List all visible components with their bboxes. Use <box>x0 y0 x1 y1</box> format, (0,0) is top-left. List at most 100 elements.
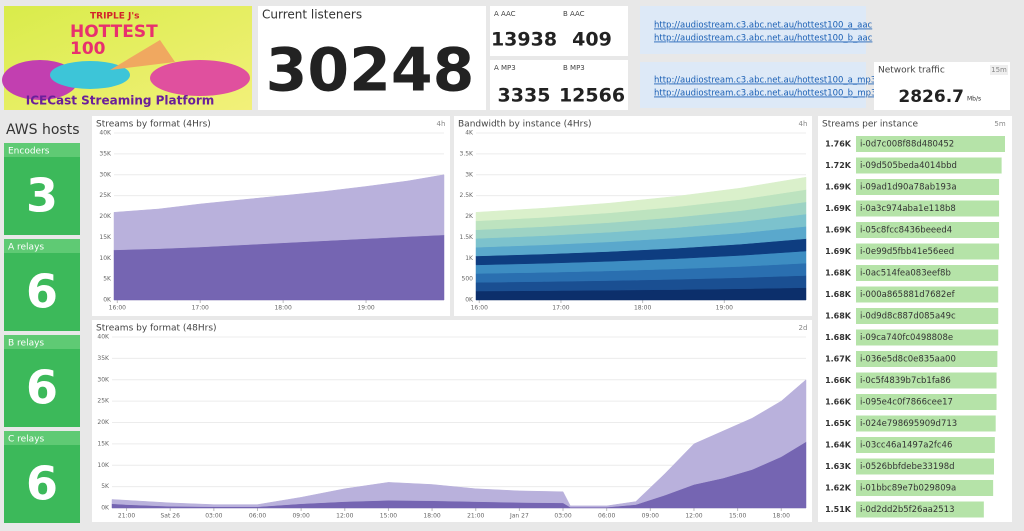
y-tick-label: 3K <box>465 171 474 178</box>
area-series <box>475 176 807 222</box>
instance-bar <box>856 372 997 389</box>
instance-value: 1.62K <box>825 484 852 493</box>
x-tick-label: 03:00 <box>554 513 571 520</box>
y-tick-label: 2K <box>465 213 474 220</box>
x-tick-label: 06:00 <box>598 513 615 520</box>
y-tick-label: 4K <box>465 130 474 137</box>
instance-bar <box>856 437 995 453</box>
format-label: A AAC <box>494 10 516 18</box>
instance-bar <box>856 136 1005 152</box>
y-tick-label: 40K <box>99 130 112 137</box>
blob <box>50 61 130 89</box>
instance-bar <box>856 286 999 303</box>
instance-value: 1.63K <box>825 462 852 471</box>
instance-name: i-036e5d8c0e835aa00 <box>860 355 956 365</box>
host-value: 6 <box>26 457 58 511</box>
network-unit: Mb/s <box>967 96 981 103</box>
instance-name: i-0a3c974aba1e118b8 <box>860 204 956 214</box>
x-tick-label: 18:00 <box>634 305 651 312</box>
y-tick-label: 2.5K <box>460 192 475 199</box>
format-label: B AAC <box>563 10 585 18</box>
x-tick-label: 21:00 <box>467 513 484 520</box>
badge: 2d <box>799 324 808 332</box>
big-value: 30248 <box>266 36 475 106</box>
x-tick-label: 12:00 <box>685 513 702 520</box>
instance-name: i-095e4c0f7866cee17 <box>860 398 953 408</box>
x-tick-label: 09:00 <box>642 513 659 520</box>
panel-title: Current listeners <box>262 8 362 22</box>
instance-value: 1.76K <box>825 140 852 149</box>
x-tick-label: 09:00 <box>292 513 309 520</box>
instance-bar <box>856 480 994 496</box>
link[interactable]: http://audiostream.c3.abc.net.au/hottest… <box>654 89 876 99</box>
y-tick-label: 20K <box>97 419 110 426</box>
y-tick-label: 35K <box>99 150 112 157</box>
x-tick-label: 17:00 <box>192 305 209 312</box>
instance-bar <box>856 308 999 324</box>
instance-bar <box>856 394 997 410</box>
instance-value: 1.68K <box>825 290 852 299</box>
y-tick-label: 0K <box>103 297 112 304</box>
logo-line: 100 <box>70 39 106 59</box>
y-tick-label: 3.5K <box>460 150 475 157</box>
instance-bar <box>856 157 1002 174</box>
instance-name: i-0d9d8c887d085a49c <box>860 312 956 322</box>
x-tick-label: 18:00 <box>274 305 291 312</box>
host-label: Encoders <box>8 147 50 157</box>
panel-title: Bandwidth by instance (4Hrs) <box>458 120 592 130</box>
x-tick-label: 15:00 <box>729 513 746 520</box>
format-label: A MP3 <box>494 64 516 72</box>
badge: 15m <box>991 66 1007 74</box>
instance-bar <box>856 351 998 367</box>
instance-name: i-000a865881d7682ef <box>860 290 956 300</box>
panel <box>490 6 628 56</box>
x-tick-label: 03:00 <box>205 513 222 520</box>
aws-title: AWS hosts <box>6 122 80 138</box>
x-tick-label: 17:00 <box>552 305 569 312</box>
instance-bar <box>856 222 1000 238</box>
instance-value: 1.68K <box>825 269 852 278</box>
y-tick-label: 5K <box>101 483 110 490</box>
badge: 4h <box>799 120 808 128</box>
badge: 5m <box>994 120 1005 128</box>
link[interactable]: http://audiostream.c3.abc.net.au/hottest… <box>654 21 873 31</box>
x-tick-label: 16:00 <box>109 305 126 312</box>
logo-subtitle: ICECast Streaming Platform <box>26 94 215 108</box>
instance-value: 1.68K <box>825 312 852 321</box>
instance-bar <box>856 179 1000 195</box>
link-panel <box>640 62 866 108</box>
instance-bar <box>856 501 984 518</box>
host-box <box>4 239 80 331</box>
host-box <box>4 143 80 235</box>
instance-bar <box>856 458 994 475</box>
format-label: B MP3 <box>563 64 585 72</box>
area-series <box>111 379 807 508</box>
link[interactable]: http://audiostream.c3.abc.net.au/hottest… <box>654 76 876 86</box>
y-tick-label: 1K <box>465 255 474 262</box>
host-value: 6 <box>26 265 58 319</box>
cone <box>110 40 175 70</box>
host-header <box>4 143 80 157</box>
y-tick-label: 30K <box>97 376 110 383</box>
x-tick-label: Jan 27 <box>509 513 529 520</box>
link[interactable]: http://audiostream.c3.abc.net.au/hottest… <box>654 34 873 44</box>
instance-value: 1.65K <box>825 419 852 428</box>
x-tick-label: 19:00 <box>716 305 733 312</box>
host-header <box>4 335 80 349</box>
y-tick-label: 10K <box>97 462 110 469</box>
panel <box>874 62 1010 110</box>
y-tick-label: 500 <box>462 276 474 283</box>
panel-title: Network traffic <box>878 66 945 76</box>
x-tick-label: 21:00 <box>118 513 135 520</box>
host-value: 3 <box>26 169 58 223</box>
y-tick-label: 25K <box>97 398 110 405</box>
instance-value: 1.64K <box>825 441 852 450</box>
host-box <box>4 431 80 523</box>
host-header <box>4 431 80 445</box>
x-tick-label: 18:00 <box>773 513 790 520</box>
host-value: 6 <box>26 361 58 415</box>
host-label: A relays <box>8 243 44 253</box>
link-panel <box>640 6 866 54</box>
instance-name: i-09d505beda4014bbd <box>860 161 957 171</box>
